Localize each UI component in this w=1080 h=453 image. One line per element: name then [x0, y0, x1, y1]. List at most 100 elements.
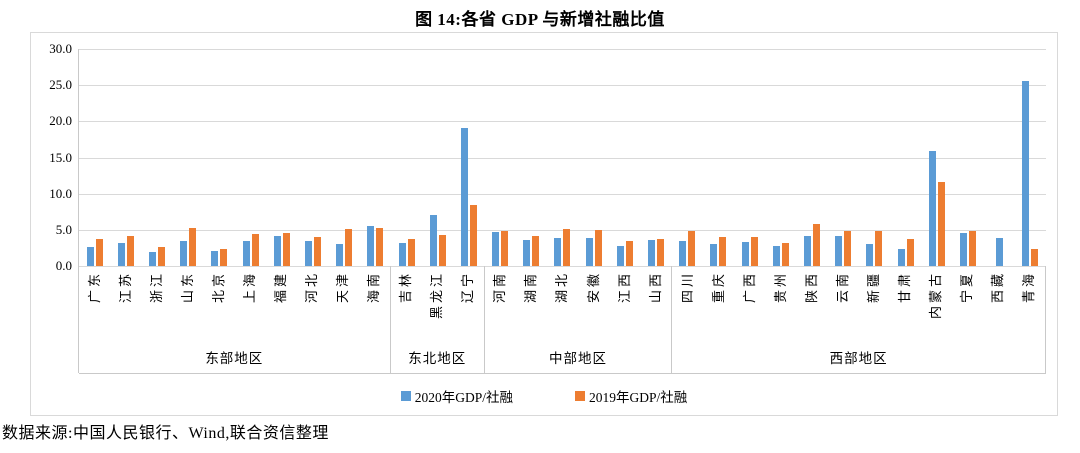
- x-label-安徽: 安徽: [585, 271, 601, 304]
- bar-v2019-安徽: [594, 229, 602, 266]
- x-label-cell-江苏: 江苏: [110, 266, 141, 344]
- x-label-cell-广东: 广东: [79, 266, 110, 344]
- x-label-cell-甘肃: 甘肃: [890, 266, 921, 344]
- bar-v2020-天津: [336, 244, 344, 266]
- bar-v2019-甘肃: [906, 239, 914, 266]
- bar-v2019-贵州: [781, 242, 789, 266]
- plot-area: [79, 49, 1046, 267]
- bar-v2019-吉林: [407, 238, 415, 266]
- bar-group-河北: [297, 49, 328, 266]
- bar-v2020-海南: [367, 225, 375, 266]
- bar-v2019-湖南: [532, 235, 540, 266]
- bar-group-重庆: [703, 49, 734, 266]
- bar-group-北京: [204, 49, 235, 266]
- bar-group-上海: [235, 49, 266, 266]
- x-label-天津: 天津: [335, 271, 351, 304]
- bar-group-内蒙古: [921, 49, 952, 266]
- x-label-cell-湖南: 湖南: [516, 266, 547, 344]
- bar-group-湖北: [547, 49, 578, 266]
- bar-v2019-河北: [313, 237, 321, 266]
- gridline-y-15: [79, 158, 1046, 159]
- x-label-cell-内蒙古: 内蒙古: [921, 266, 952, 344]
- bar-group-新疆: [859, 49, 890, 266]
- x-label-cell-北京: 北京: [203, 266, 234, 344]
- x-label-河南: 河南: [492, 271, 508, 304]
- bar-v2019-广西: [750, 237, 758, 266]
- region-label-东部地区: 东部地区: [205, 351, 264, 366]
- bar-v2020-陕西: [804, 236, 812, 266]
- bar-v2019-广东: [95, 239, 103, 266]
- x-label-辽宁: 辽宁: [460, 271, 476, 304]
- bar-v2020-上海: [242, 241, 250, 266]
- bar-group-贵州: [765, 49, 796, 266]
- bar-group-广西: [734, 49, 765, 266]
- bar-group-广东: [79, 49, 110, 266]
- bar-group-山东: [173, 49, 204, 266]
- x-label-江苏: 江苏: [117, 271, 133, 304]
- bar-v2020-安徽: [585, 237, 593, 266]
- bar-group-黑龙江: [422, 49, 453, 266]
- x-label-cell-上海: 上海: [234, 266, 265, 344]
- bar-group-河南: [485, 49, 516, 266]
- x-label-宁夏: 宁夏: [959, 271, 975, 304]
- x-label-湖南: 湖南: [523, 271, 539, 304]
- x-label-cell-河南: 河南: [485, 266, 516, 344]
- x-label-青海: 青海: [1021, 271, 1037, 304]
- bar-v2019-宁夏: [968, 230, 976, 266]
- x-label-cell-江西: 江西: [609, 266, 640, 344]
- legend-item-2019年GDP/社融: 2019年GDP/社融: [575, 386, 687, 406]
- x-label-cell-天津: 天津: [328, 266, 359, 344]
- x-label-cell-湖北: 湖北: [547, 266, 578, 344]
- region-bars-东北地区: [391, 49, 485, 266]
- x-label-新疆: 新疆: [866, 271, 882, 304]
- bar-series-container: [79, 49, 1046, 266]
- x-label-cell-宁夏: 宁夏: [952, 266, 983, 344]
- bar-v2019-河南: [501, 231, 509, 266]
- x-label-重庆: 重庆: [710, 271, 726, 304]
- x-label-上海: 上海: [241, 271, 257, 304]
- bar-group-江西: [609, 49, 640, 266]
- bar-v2019-陕西: [813, 224, 821, 266]
- bar-v2019-湖北: [563, 229, 571, 266]
- bar-group-甘肃: [890, 49, 921, 266]
- x-label-cell-重庆: 重庆: [703, 266, 734, 344]
- y-tick-30.0: 30.0: [49, 41, 72, 56]
- bar-group-安徽: [578, 49, 609, 266]
- y-axis-line: [78, 49, 79, 373]
- bar-v2019-四川: [688, 230, 696, 266]
- bar-v2020-重庆: [710, 243, 718, 266]
- x-label-海南: 海南: [366, 271, 382, 304]
- bar-group-浙江: [141, 49, 172, 266]
- bar-v2020-青海: [1022, 80, 1030, 266]
- y-tick-0.0: 0.0: [55, 258, 72, 273]
- bar-v2019-重庆: [719, 237, 727, 266]
- x-label-cell-四川: 四川: [672, 266, 703, 344]
- y-tick-15.0: 15.0: [49, 149, 72, 165]
- bar-group-海南: [360, 49, 391, 266]
- gridline-y-5: [79, 230, 1046, 231]
- chart-title: 图 14:各省 GDP 与新增社融比值: [415, 10, 665, 29]
- bar-v2019-海南: [376, 227, 384, 266]
- bar-group-四川: [672, 49, 703, 266]
- bar-v2019-云南: [844, 230, 852, 266]
- bar-v2020-浙江: [148, 251, 156, 266]
- province-label-row-东部地区: 广东 江苏 浙江 山东 北京 上海 福建 河北 天津 海南: [79, 266, 390, 344]
- x-label-福建: 福建: [272, 271, 288, 304]
- x-label-西藏: 西藏: [990, 271, 1006, 304]
- bar-v2020-福建: [273, 236, 281, 266]
- x-label-cell-辽宁: 辽宁: [453, 266, 484, 344]
- bar-v2020-河北: [304, 241, 312, 266]
- bar-v2019-江苏: [126, 236, 134, 266]
- x-label-江西: 江西: [616, 271, 632, 304]
- bar-group-云南: [828, 49, 859, 266]
- bar-v2020-江西: [616, 245, 624, 266]
- x-label-内蒙古: 内蒙古: [928, 271, 944, 320]
- x-label-云南: 云南: [835, 271, 851, 304]
- x-label-山西: 山西: [647, 271, 663, 304]
- y-tick-25.0: 25.0: [49, 77, 72, 93]
- bar-group-辽宁: [453, 49, 484, 266]
- region-bars-东部地区: [79, 49, 391, 266]
- bar-v2020-贵州: [772, 245, 780, 266]
- bar-group-西藏: [984, 49, 1015, 266]
- x-label-cell-山西: 山西: [640, 266, 671, 344]
